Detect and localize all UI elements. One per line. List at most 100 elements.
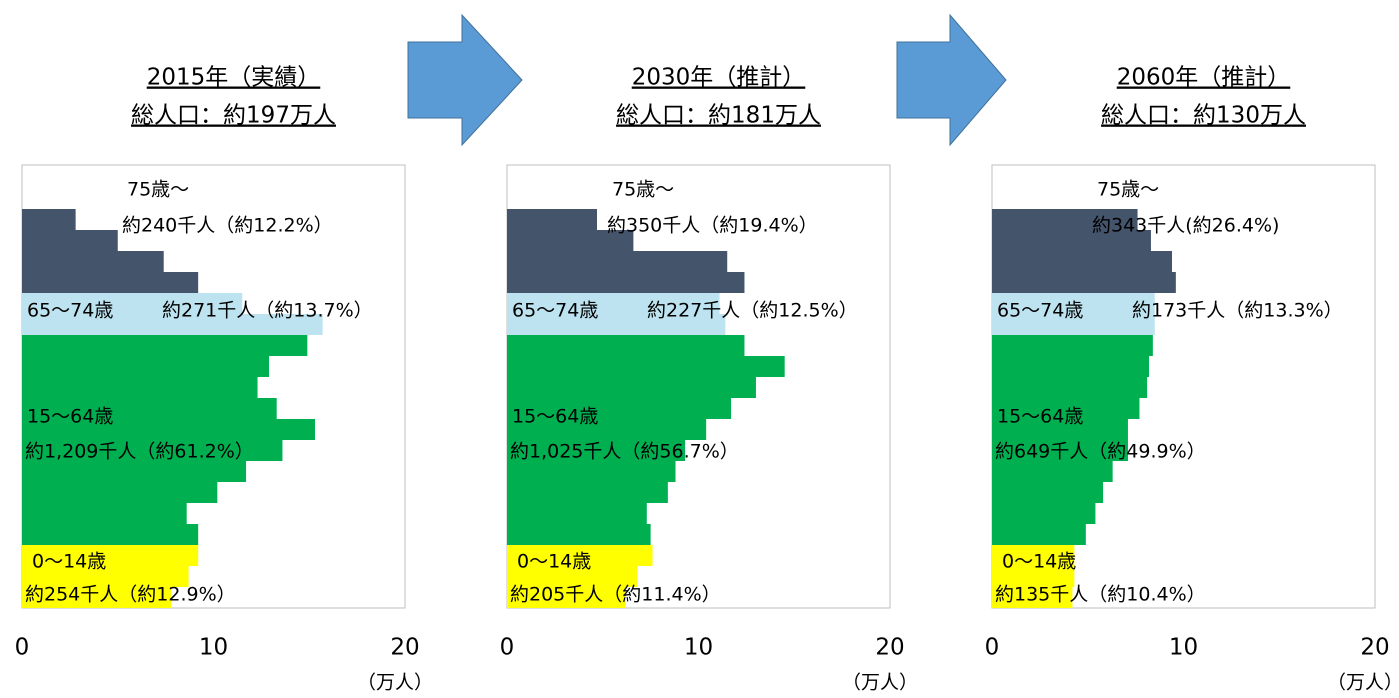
group-label: 約1,209千人（約61.2%） [25, 441, 254, 463]
bar [992, 587, 1073, 608]
bar [22, 377, 258, 398]
bar [992, 230, 1151, 251]
bar [992, 566, 1075, 587]
bar [992, 524, 1086, 545]
x-tick-label: 20 [1360, 635, 1389, 661]
x-tick-label: 0 [985, 635, 1000, 661]
panel-subtitle: 総人口：約181万人 [616, 103, 821, 129]
bar [22, 587, 172, 608]
bar [992, 503, 1096, 524]
bar [22, 419, 315, 440]
bar [992, 419, 1128, 440]
bar [507, 587, 626, 608]
group-label: 約227千人（約12.5%） [647, 300, 858, 322]
group-name: 0～14歳 [1002, 551, 1076, 573]
bar [992, 272, 1176, 293]
group-name: 15～64歳 [997, 406, 1083, 428]
group-name: 65～74歳 [997, 300, 1083, 322]
bar [22, 356, 270, 377]
bar [22, 251, 164, 272]
bar [992, 440, 1128, 461]
bar [22, 482, 218, 503]
group-name: 15～64歳 [512, 406, 598, 428]
bar [22, 440, 283, 461]
bar [22, 230, 118, 251]
bar [22, 503, 187, 524]
panel-title: 2015年（実績） [147, 65, 321, 91]
bar [22, 272, 199, 293]
bar [992, 335, 1153, 356]
x-tick-label: 10 [1169, 635, 1198, 661]
bar [507, 482, 668, 503]
x-axis-label: （万人） [357, 672, 433, 694]
panel-subtitle: 総人口：約130万人 [1101, 103, 1306, 129]
bar [507, 230, 634, 251]
bar [22, 209, 76, 230]
bar [22, 461, 247, 482]
group-label: 約343千人(約26.4%) [1092, 215, 1279, 237]
bar [507, 272, 745, 293]
group-label: 約240千人（約12.2%） [122, 215, 333, 237]
group-label: 約135千人（約10.4%） [995, 584, 1206, 606]
bar [992, 398, 1140, 419]
x-tick-label: 20 [875, 635, 904, 661]
bar [507, 461, 676, 482]
arrow [896, 13, 1007, 147]
bar [992, 377, 1148, 398]
bar [507, 335, 745, 356]
bar [507, 566, 638, 587]
group-name: 75歳～ [612, 179, 674, 201]
bar [22, 293, 243, 314]
bar [992, 314, 1155, 335]
bar [507, 314, 726, 335]
group-name: 65～74歳 [512, 300, 598, 322]
bar [507, 524, 651, 545]
bar [507, 398, 732, 419]
panel-title: 2060年（推計） [1117, 65, 1291, 91]
bar [22, 398, 277, 419]
group-name: 15～64歳 [27, 406, 113, 428]
bar [992, 461, 1113, 482]
x-tick-label: 20 [390, 635, 419, 661]
x-axis-label: （万人） [1327, 672, 1399, 694]
group-name: 0～14歳 [32, 551, 106, 573]
bar [992, 482, 1104, 503]
bar [22, 335, 308, 356]
bar [507, 503, 647, 524]
bar [507, 293, 720, 314]
x-axis-label: （万人） [842, 672, 918, 694]
bar [22, 545, 199, 566]
bar [507, 356, 785, 377]
bar [507, 545, 653, 566]
panel-title: 2030年（推計） [632, 65, 806, 91]
group-label: 約254千人（約12.9%） [25, 584, 236, 606]
group-label: 約649千人（約49.9%） [995, 441, 1206, 463]
bar [22, 314, 323, 335]
group-label: 約1,025千人（約56.7%） [510, 441, 739, 463]
x-tick-label: 10 [199, 635, 228, 661]
group-label: 約205千人（約11.4%） [510, 584, 721, 606]
bar [22, 566, 189, 587]
x-tick-label: 10 [684, 635, 713, 661]
bar [992, 251, 1173, 272]
bar [992, 356, 1150, 377]
bar [507, 419, 707, 440]
group-label: 約173千人（約13.3%） [1132, 300, 1343, 322]
bar [992, 545, 1075, 566]
bar [22, 524, 199, 545]
group-name: 65～74歳 [27, 300, 113, 322]
group-label: 約271千人（約13.7%） [162, 300, 373, 322]
panel-subtitle: 総人口：約197万人 [131, 103, 336, 129]
group-name: 75歳～ [1097, 179, 1159, 201]
arrow [407, 13, 523, 147]
x-tick-label: 0 [15, 635, 30, 661]
x-tick-label: 0 [500, 635, 515, 661]
group-name: 75歳～ [127, 179, 189, 201]
group-name: 0～14歳 [517, 551, 591, 573]
bar [507, 377, 756, 398]
group-label: 約350千人（約19.4%） [607, 215, 818, 237]
bar [992, 293, 1155, 314]
bar [507, 440, 686, 461]
bar [507, 251, 728, 272]
